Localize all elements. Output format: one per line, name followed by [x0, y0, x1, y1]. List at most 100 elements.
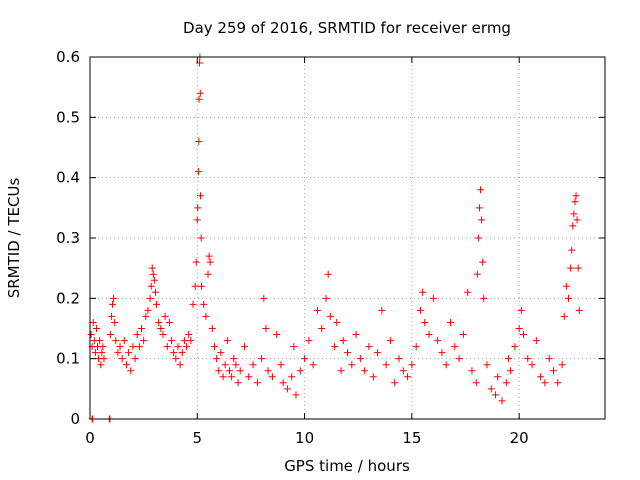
- data-point: [296, 367, 304, 375]
- data-point: [571, 198, 579, 206]
- data-point: [147, 282, 155, 290]
- data-point: [374, 349, 382, 357]
- data-point: [416, 306, 424, 314]
- data-point: [185, 331, 193, 339]
- data-point: [324, 270, 332, 278]
- data-point: [459, 331, 467, 339]
- y-tick-label: 0.1: [56, 350, 80, 368]
- data-point: [283, 385, 291, 393]
- data-point: [567, 264, 575, 272]
- data-point: [198, 282, 206, 290]
- data-point: [195, 137, 203, 145]
- data-point: [161, 312, 169, 320]
- data-point: [109, 300, 117, 308]
- data-point: [122, 361, 130, 369]
- data-point: [451, 343, 459, 351]
- data-point: [144, 306, 152, 314]
- data-point: [165, 318, 173, 326]
- data-point: [475, 204, 483, 212]
- data-point: [228, 373, 236, 381]
- data-point: [157, 325, 165, 332]
- data-point: [425, 331, 433, 339]
- data-point: [404, 373, 412, 381]
- data-point: [217, 349, 225, 357]
- data-point: [565, 294, 573, 302]
- y-tick-label: 0.3: [56, 229, 80, 247]
- axis-ticks: 0 0.1 0.2 0.3 0.4 0.5 0.6 0 5 10 15 20: [56, 48, 605, 447]
- data-point: [560, 312, 568, 320]
- data-point: [333, 318, 341, 326]
- data-point: [575, 306, 583, 314]
- data-point: [473, 270, 481, 278]
- data-point: [279, 379, 287, 387]
- data-point: [474, 234, 482, 242]
- data-point: [193, 216, 201, 224]
- data-point: [215, 367, 223, 375]
- data-point: [331, 343, 339, 351]
- data-point: [455, 355, 463, 363]
- data-point: [159, 331, 167, 339]
- y-axis-label: SRMTID / TECUs: [5, 178, 23, 299]
- data-point: [200, 300, 208, 308]
- data-point: [221, 361, 229, 369]
- data-point: [91, 349, 99, 357]
- data-point: [213, 355, 221, 363]
- data-point: [365, 343, 373, 351]
- grid-lines: [90, 57, 605, 419]
- data-point: [110, 294, 118, 302]
- data-point: [249, 361, 257, 369]
- data-point: [288, 373, 296, 381]
- y-tick-label: 0.6: [56, 48, 80, 66]
- data-point: [568, 246, 576, 254]
- data-point: [537, 373, 545, 381]
- data-point: [369, 373, 377, 381]
- data-point: [344, 349, 351, 357]
- data-point: [519, 331, 527, 339]
- data-point: [326, 312, 334, 320]
- data-point: [419, 288, 427, 296]
- data-point: [98, 349, 106, 357]
- data-point: [202, 312, 210, 320]
- data-point: [118, 355, 126, 363]
- x-tick-label: 20: [510, 429, 529, 447]
- data-point: [412, 343, 420, 351]
- data-point: [111, 318, 119, 326]
- data-point: [194, 168, 202, 176]
- data-point: [176, 361, 184, 369]
- data-point: [378, 306, 386, 314]
- data-point: [277, 361, 285, 369]
- y-tick-label: 0.2: [56, 289, 80, 307]
- data-point: [483, 361, 491, 369]
- data-point: [574, 264, 582, 272]
- data-point: [138, 325, 145, 332]
- data-point: [356, 355, 364, 363]
- data-point: [191, 282, 199, 290]
- data-point: [313, 306, 321, 314]
- data-point: [92, 325, 100, 332]
- data-point: [391, 379, 399, 387]
- data-point: [264, 367, 272, 375]
- data-point: [386, 337, 394, 345]
- data-point: [114, 349, 122, 357]
- data-point: [140, 337, 148, 345]
- data-point: [322, 294, 330, 302]
- data-point: [195, 95, 203, 103]
- data-point: [174, 343, 182, 351]
- data-point: [494, 373, 502, 381]
- data-point: [507, 367, 515, 375]
- data-point: [309, 361, 317, 369]
- data-point: [172, 355, 180, 363]
- data-point: [96, 337, 104, 345]
- data-point: [150, 276, 158, 284]
- data-point: [502, 379, 510, 387]
- data-point: [498, 397, 506, 405]
- data-point: [528, 361, 536, 369]
- data-points: [87, 53, 583, 423]
- data-point: [515, 325, 523, 332]
- data-point: [472, 379, 480, 387]
- x-tick-label: 15: [402, 429, 421, 447]
- data-point: [487, 385, 495, 393]
- data-point: [196, 89, 204, 97]
- data-point: [204, 270, 212, 278]
